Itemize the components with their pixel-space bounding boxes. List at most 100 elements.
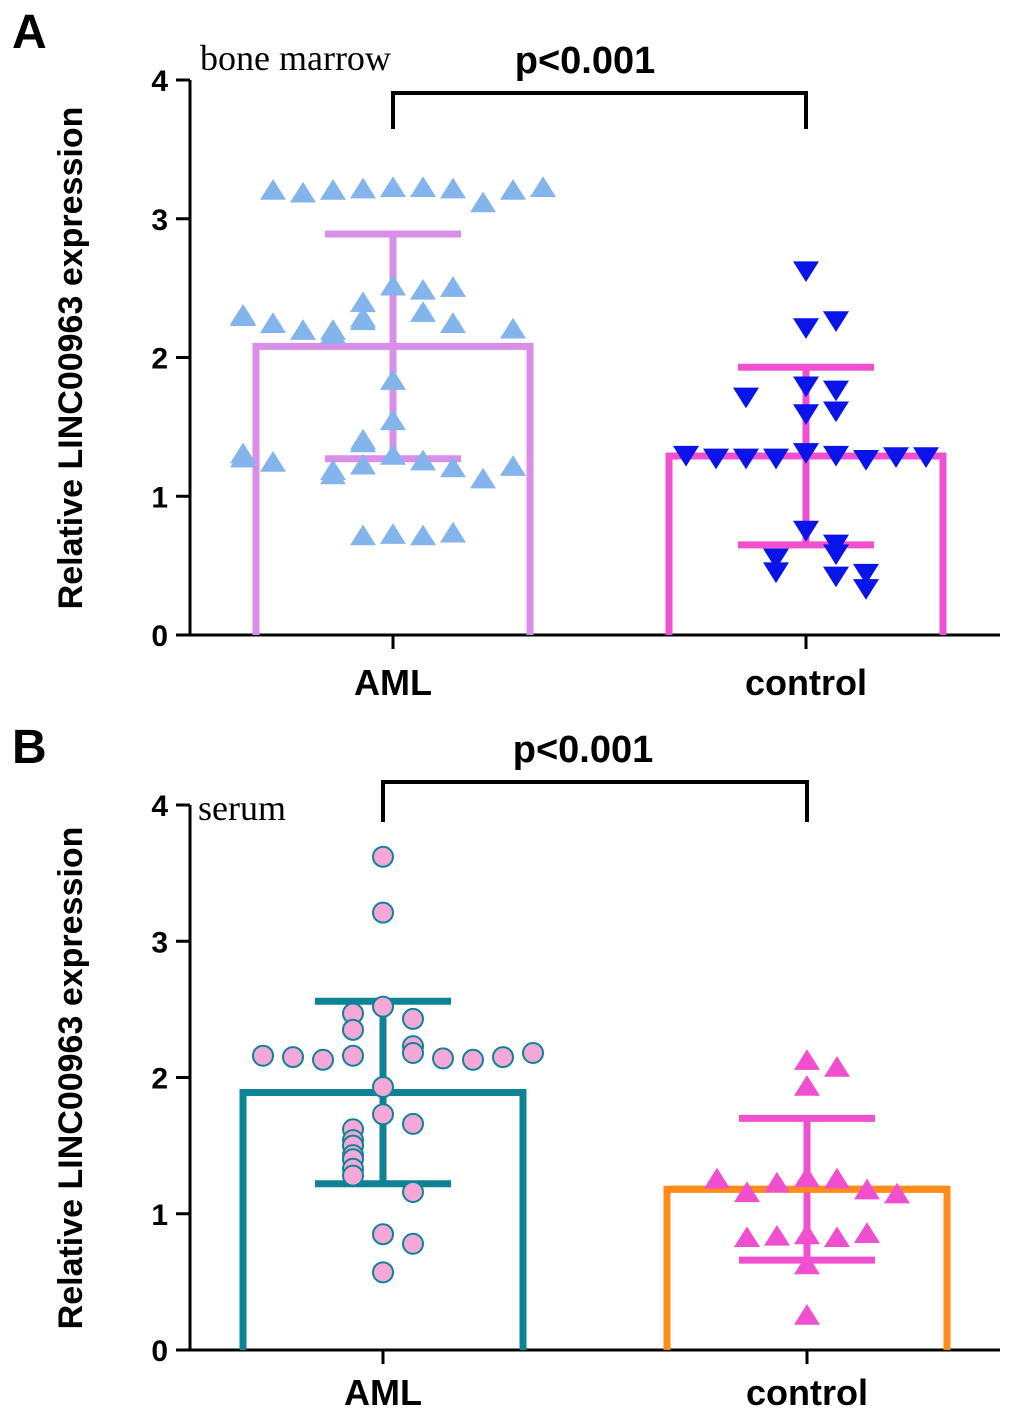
x-tick-label: control bbox=[745, 662, 867, 703]
data-point bbox=[822, 401, 850, 423]
data-point bbox=[792, 520, 820, 542]
data-point bbox=[823, 1056, 851, 1077]
data-point bbox=[409, 301, 437, 322]
data-point bbox=[793, 1075, 821, 1096]
data-point bbox=[762, 548, 790, 570]
data-point bbox=[312, 1048, 334, 1071]
data-point bbox=[349, 428, 377, 450]
data-point bbox=[792, 404, 820, 425]
data-point bbox=[793, 1223, 821, 1245]
data-point bbox=[439, 521, 467, 543]
data-point bbox=[702, 448, 730, 470]
data-point bbox=[672, 445, 700, 467]
y-tick-label: 0 bbox=[151, 620, 168, 653]
subtitle-b: serum bbox=[198, 788, 286, 828]
data-point bbox=[882, 447, 910, 468]
data-point bbox=[409, 278, 437, 300]
data-point bbox=[439, 456, 467, 478]
data-point bbox=[822, 544, 850, 566]
data-point bbox=[259, 312, 287, 333]
data-point bbox=[439, 177, 467, 199]
data-point bbox=[229, 442, 257, 464]
y-tick-label: 2 bbox=[151, 343, 168, 376]
significance-bracket bbox=[391, 91, 808, 129]
data-point bbox=[342, 1018, 364, 1041]
data-point bbox=[469, 191, 497, 213]
data-point bbox=[402, 1180, 424, 1203]
data-point bbox=[379, 274, 407, 296]
data-point bbox=[852, 563, 880, 585]
significance-bracket bbox=[381, 780, 809, 822]
data-point bbox=[379, 523, 407, 544]
data-point bbox=[733, 1226, 761, 1248]
y-tick-label: 0 bbox=[151, 1335, 168, 1368]
data-point bbox=[822, 311, 850, 332]
data-point bbox=[349, 309, 377, 331]
panel-label-a: A bbox=[12, 6, 47, 59]
y-axis-label-a: Relative LINC00963 expression bbox=[52, 107, 90, 610]
data-point bbox=[733, 1181, 761, 1203]
data-point bbox=[372, 995, 394, 1018]
data-point bbox=[529, 176, 557, 197]
data-point bbox=[372, 1076, 394, 1099]
data-point bbox=[402, 1232, 424, 1255]
data-point bbox=[853, 1222, 881, 1243]
data-point bbox=[703, 1167, 731, 1189]
subtitle-a: bone marrow bbox=[200, 38, 391, 78]
data-point bbox=[853, 1178, 881, 1200]
data-point bbox=[252, 1044, 274, 1067]
panel-a: A Relative LINC00963 expression bone mar… bbox=[12, 6, 1000, 703]
data-point bbox=[439, 276, 467, 297]
data-point bbox=[379, 444, 407, 465]
data-point bbox=[792, 261, 820, 283]
data-point bbox=[402, 1007, 424, 1030]
x-tick-label: AML bbox=[344, 1372, 422, 1413]
y-axis-label-b: Relative LINC00963 expression bbox=[52, 827, 90, 1330]
y-tick-label: 1 bbox=[151, 481, 168, 514]
data-point bbox=[289, 181, 317, 203]
data-point bbox=[732, 448, 760, 470]
significance-label-b: p<0.001 bbox=[513, 729, 654, 771]
data-point bbox=[319, 463, 347, 485]
data-point bbox=[402, 1112, 424, 1135]
data-point bbox=[439, 312, 467, 333]
y-tick-label: 4 bbox=[151, 790, 168, 823]
data-point bbox=[522, 1041, 544, 1064]
data-point bbox=[793, 1303, 821, 1325]
y-tick-label: 4 bbox=[151, 65, 168, 98]
y-tick-label: 1 bbox=[151, 1199, 168, 1232]
data-point bbox=[342, 1044, 364, 1067]
data-point bbox=[852, 450, 880, 471]
data-point bbox=[792, 443, 820, 464]
data-point bbox=[259, 179, 287, 200]
data-point bbox=[762, 562, 790, 584]
data-point bbox=[379, 176, 407, 197]
data-point bbox=[912, 447, 940, 468]
data-point bbox=[372, 901, 394, 924]
panel-b: B Relative LINC00963 expression serum p<… bbox=[12, 721, 1000, 1413]
data-point bbox=[372, 845, 394, 868]
data-point bbox=[499, 179, 527, 200]
data-point bbox=[349, 524, 377, 546]
data-point bbox=[319, 323, 347, 345]
data-point bbox=[499, 317, 527, 339]
panel-label-b: B bbox=[12, 721, 47, 774]
data-point bbox=[852, 579, 880, 600]
data-point bbox=[282, 1046, 304, 1069]
data-point bbox=[793, 1166, 821, 1188]
data-point bbox=[762, 448, 790, 470]
data-point bbox=[763, 1171, 791, 1193]
data-point bbox=[259, 451, 287, 472]
data-point bbox=[409, 176, 437, 197]
data-point bbox=[432, 1047, 454, 1070]
data-point bbox=[469, 467, 497, 489]
data-point bbox=[822, 380, 850, 402]
data-point bbox=[793, 1049, 821, 1070]
data-point bbox=[823, 1167, 851, 1189]
data-point bbox=[342, 1164, 364, 1187]
x-tick-label: control bbox=[746, 1372, 868, 1413]
y-tick-label: 3 bbox=[151, 204, 168, 237]
data-point bbox=[883, 1182, 911, 1204]
data-point bbox=[732, 387, 760, 409]
